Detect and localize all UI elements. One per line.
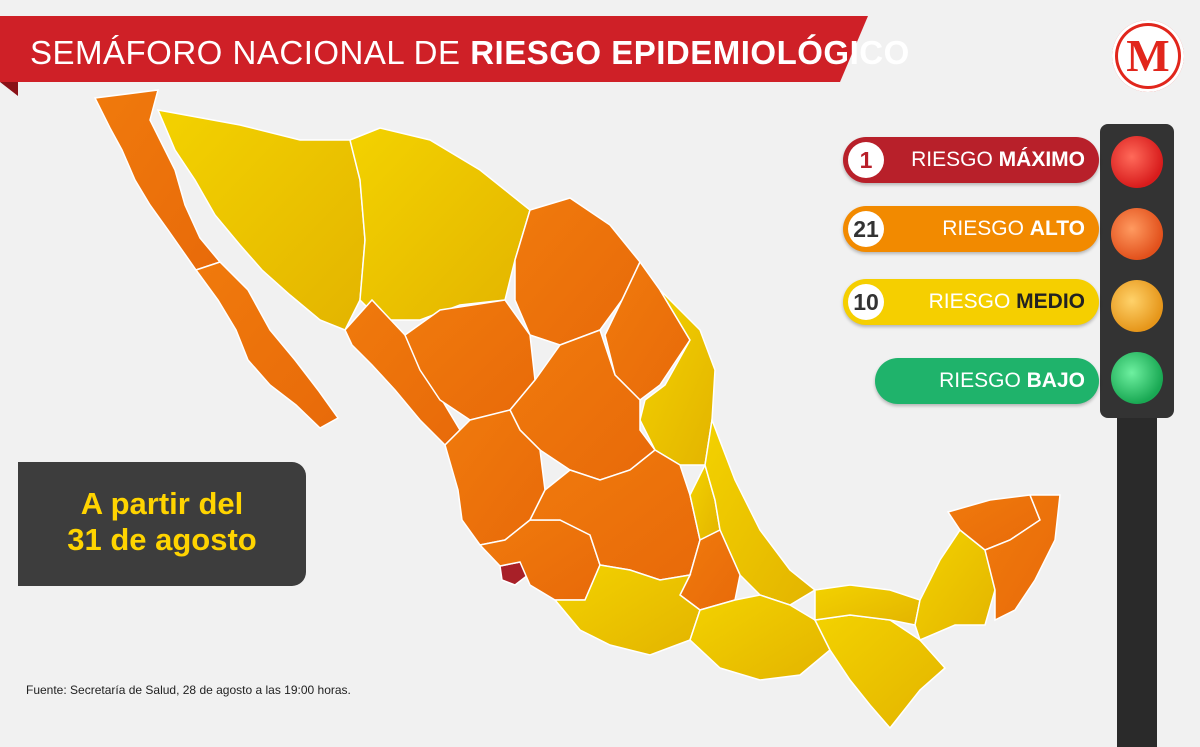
banner-title-bold: RIESGO EPIDEMIOLÓGICO (470, 34, 910, 71)
state-campeche (914, 528, 996, 642)
date-line-1: A partir del (80, 486, 244, 521)
banner-title: SEMÁFORO NACIONAL DE RIESGO EPIDEMIOLÓGI… (30, 34, 910, 72)
logo-letter: M (1118, 26, 1178, 86)
state-sonora (156, 109, 366, 331)
legend-medio: 10 RIESGO MEDIO (843, 279, 1099, 325)
title-banner: SEMÁFORO NACIONAL DE RIESGO EPIDEMIOLÓGI… (0, 16, 909, 96)
milenio-logo: M (1112, 20, 1184, 92)
date-line-2: 31 de agosto (67, 522, 257, 557)
state-oaxaca (689, 594, 831, 681)
legend-maximo: 1 RIESGO MÁXIMO (843, 137, 1099, 183)
legend-bajo: RIESGO BAJO (875, 358, 1099, 404)
banner-title-regular: SEMÁFORO NACIONAL DE (30, 34, 471, 71)
legend-count-medio: 10 (848, 284, 884, 320)
date-text: A partir del 31 de agosto (18, 486, 306, 558)
traffic-light (1100, 124, 1174, 418)
state-chihuahua (349, 127, 531, 321)
legend-alto: 21 RIESGO ALTO (843, 206, 1099, 252)
yellow-lamp (1111, 280, 1163, 332)
green-lamp (1111, 352, 1163, 404)
state-baja-california-sur (194, 261, 340, 429)
state-guerrero (553, 564, 701, 656)
legend-label-maximo: RIESGO MÁXIMO (911, 148, 1085, 171)
legend-count-maximo: 1 (848, 142, 884, 178)
legend-count-alto: 21 (848, 211, 884, 247)
state-veracruz (704, 417, 817, 606)
red-lamp (1111, 136, 1163, 188)
legend-label-bajo: RIESGO BAJO (939, 369, 1085, 392)
source-note: Fuente: Secretaría de Salud, 28 de agost… (26, 683, 351, 697)
legend-label-medio: RIESGO MEDIO (928, 290, 1085, 313)
legend-label-alto: RIESGO ALTO (942, 217, 1085, 240)
orange-lamp (1111, 208, 1163, 260)
traffic-light-pole (1117, 410, 1157, 747)
date-box: A partir del 31 de agosto (18, 462, 306, 586)
state-quintana-roo (984, 494, 1061, 622)
banner-background (0, 16, 868, 96)
state-central-north (509, 329, 657, 481)
